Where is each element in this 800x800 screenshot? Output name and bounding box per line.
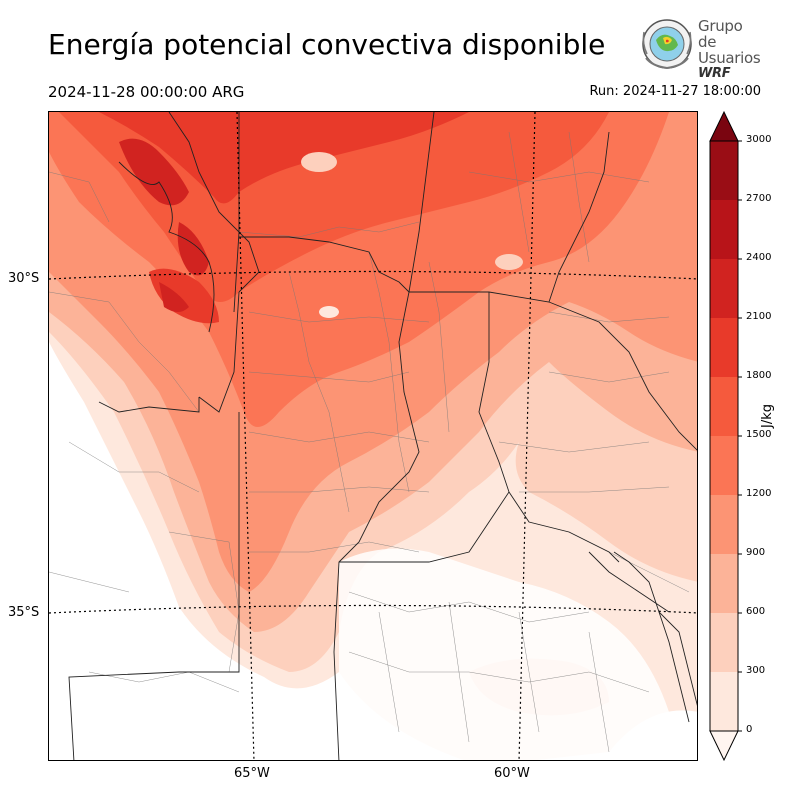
- colorbar-unit: J/kg: [760, 404, 775, 428]
- colorbar-tick-label: 1200: [746, 488, 772, 499]
- colorbar-tick-label: 1500: [746, 429, 772, 440]
- colorbar-extend-min: [709, 730, 739, 762]
- valid-time: 2024-11-28 00:00:00 ARG: [48, 83, 245, 101]
- colorbar: [709, 110, 742, 762]
- colorbar-band: [710, 141, 738, 200]
- colorbar-band: [710, 495, 738, 554]
- colorbar-tick-label: 2400: [746, 252, 772, 263]
- province-boundaries: [68, 112, 697, 760]
- department-boundaries: [49, 131, 690, 753]
- colorbar-tick-label: 2700: [746, 193, 772, 204]
- colorbar-tick-label: 600: [746, 606, 766, 617]
- cape-map: [48, 111, 698, 761]
- globe-seal-icon: [642, 19, 692, 70]
- colorbar-band: [710, 377, 738, 436]
- colorbar-band: [710, 436, 738, 495]
- map-title: Energía potencial convectiva disponible: [48, 28, 606, 61]
- colorbar-band: [710, 672, 738, 731]
- colorbar-tick-label: 1800: [746, 370, 772, 381]
- colorbar-bands: [710, 141, 738, 731]
- colorbar-band: [710, 259, 738, 318]
- lat-label-35s: 35°S: [8, 605, 40, 620]
- grupo-usuarios-wrf-logo: Grupo de Usuarios WRF: [638, 17, 761, 81]
- cape-field: [49, 112, 697, 760]
- lon-label-60w: 60°W: [494, 766, 530, 781]
- colorbar-band: [710, 318, 738, 377]
- logo-line-3: WRF: [698, 66, 731, 81]
- colorbar-extend-max: [709, 110, 739, 142]
- lon-label-65w: 65°W: [234, 766, 270, 781]
- cape-shading: [49, 112, 697, 760]
- colorbar-band: [710, 613, 738, 672]
- colorbar-tick-label: 0: [746, 724, 753, 735]
- colorbar-tick-label: 3000: [746, 134, 772, 145]
- run-time: Run: 2024-11-27 18:00:00: [589, 84, 761, 99]
- lat-label-30s: 30°S: [8, 271, 40, 286]
- colorbar-band: [710, 200, 738, 259]
- logo-line-2: Usuarios: [698, 49, 761, 67]
- colorbar-tick-marks: [738, 140, 742, 732]
- colorbar-band: [710, 554, 738, 613]
- graticule: [49, 112, 697, 760]
- logo-line-1: Grupo de: [698, 17, 743, 51]
- colorbar-tick-label: 900: [746, 547, 766, 558]
- colorbar-tick-label: 2100: [746, 311, 772, 322]
- colorbar-tick-label: 300: [746, 665, 766, 676]
